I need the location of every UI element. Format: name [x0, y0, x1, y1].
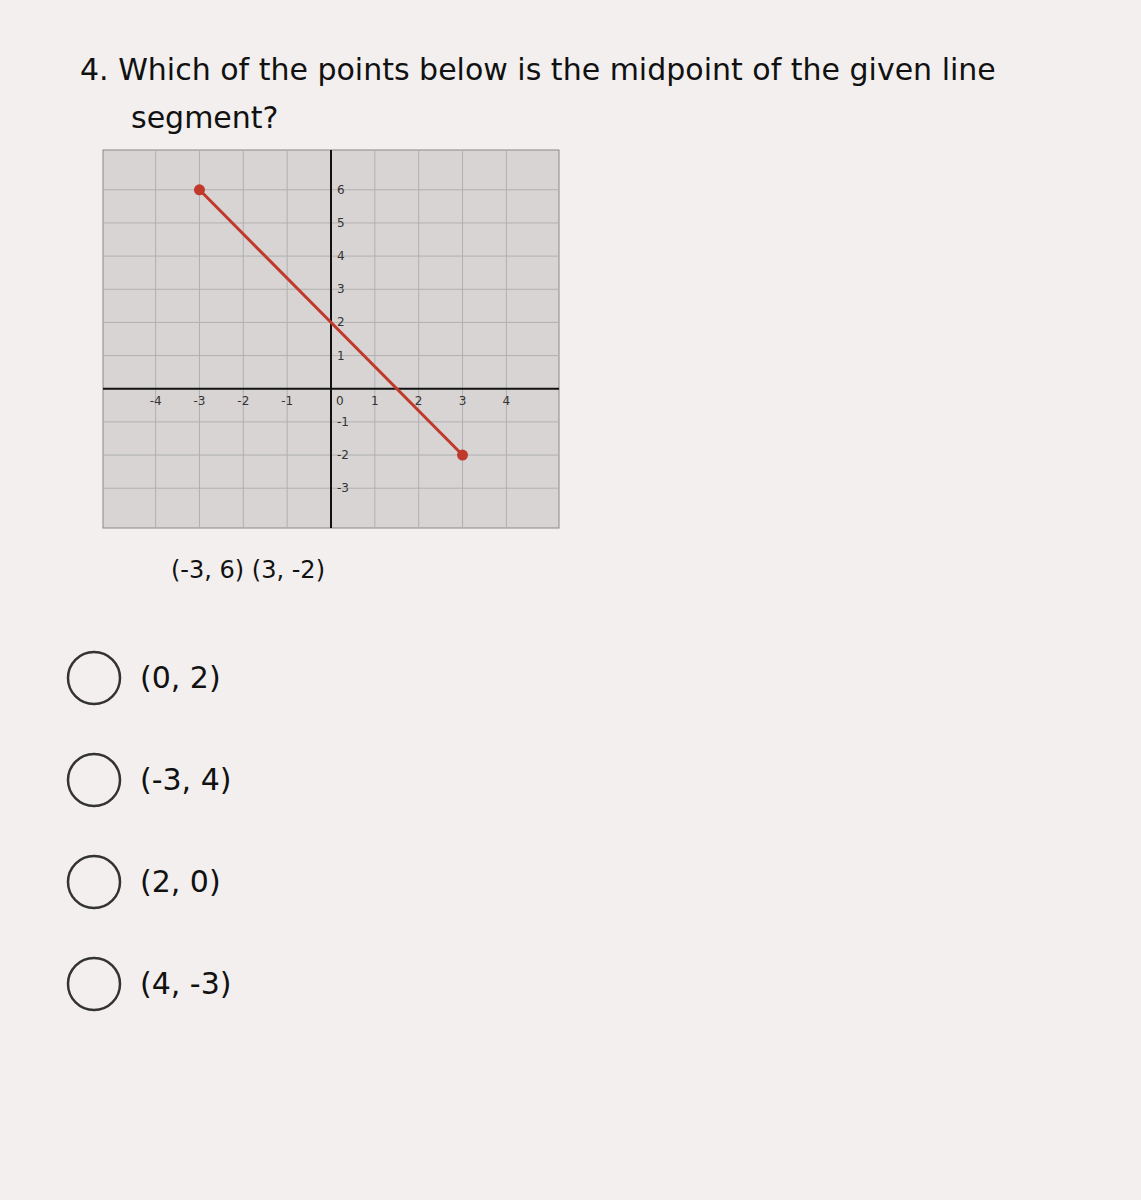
- x-grid-line: [506, 150, 507, 528]
- x-tick-label: 0: [336, 394, 344, 408]
- y-tick-label: -1: [337, 415, 349, 429]
- x-tick-label: 1: [371, 394, 379, 408]
- title-line: 4. Which of the points below is the midp…: [80, 52, 996, 87]
- background: [0, 0, 1141, 1200]
- x-grid-line: [243, 150, 244, 528]
- choice-label: (2, 0): [140, 864, 221, 899]
- choice-label: (-3, 4): [140, 762, 231, 797]
- choice-label: (4, -3): [140, 966, 231, 1001]
- x-grid-line: [462, 150, 463, 528]
- choice-label: (0, 2): [140, 660, 221, 695]
- plot-area: [103, 150, 559, 528]
- choice-circle[interactable]: [68, 958, 120, 1010]
- choice-circle[interactable]: [68, 652, 120, 704]
- grid: [103, 150, 559, 528]
- y-tick-label: 4: [337, 249, 345, 263]
- y-tick-label: 5: [337, 216, 345, 230]
- page-root: 4. Which of the points below is the midp…: [0, 0, 1141, 1200]
- title-line: segment?: [131, 100, 279, 135]
- x-grid-line: [199, 150, 200, 528]
- tick-labels: -4 -3 -2 -1 0 1 2 3 4 -3 -2 -1 1 2 3 4 5 6: [150, 183, 511, 495]
- y-tick-label: -3: [337, 481, 349, 495]
- endpoint: [194, 184, 205, 195]
- y-axis: [330, 150, 332, 528]
- x-grid-line: [287, 150, 288, 528]
- x-tick-label: -1: [281, 394, 293, 408]
- x-tick-label: -4: [150, 394, 162, 408]
- x-grid-line: [155, 150, 156, 528]
- y-tick-label: 6: [337, 183, 345, 197]
- x-grid-line: [418, 150, 419, 528]
- choice-circle[interactable]: [68, 754, 120, 806]
- x-tick-label: 3: [459, 394, 467, 408]
- endpoints-label: (-3, 6) (3, -2): [171, 556, 325, 584]
- y-tick-label: -2: [337, 448, 349, 462]
- chart: 4. Which of the points below is the midp…: [0, 0, 1141, 1200]
- title: 4. Which of the points below is the midp…: [80, 52, 996, 135]
- data: [194, 184, 468, 460]
- x-tick-label: 4: [503, 394, 511, 408]
- x-tick-label: 2: [415, 394, 423, 408]
- y-tick-label: 2: [337, 315, 345, 329]
- x-grid-line: [331, 150, 332, 528]
- y-tick-label: 1: [337, 349, 345, 363]
- y-tick-label: 3: [337, 282, 345, 296]
- x-grid-line: [374, 150, 375, 528]
- choice-circle[interactable]: [68, 856, 120, 908]
- line-segment: [199, 190, 462, 455]
- endpoint: [457, 450, 468, 461]
- x-tick-label: -2: [237, 394, 249, 408]
- x-tick-label: -3: [193, 394, 205, 408]
